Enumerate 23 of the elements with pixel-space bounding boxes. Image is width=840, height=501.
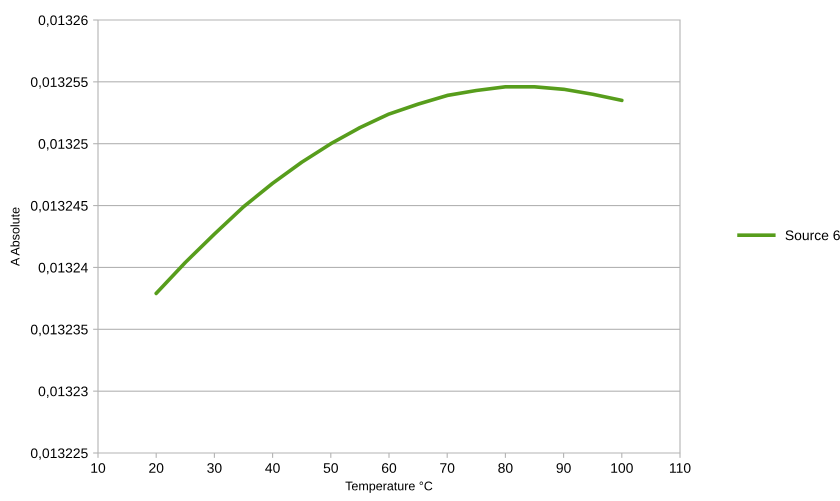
- x-tick-label: 100: [611, 463, 633, 473]
- y-tick-label: 0,013235: [30, 324, 88, 336]
- y-tick-label: 0,01326: [38, 15, 88, 27]
- x-tick-label: 90: [556, 463, 571, 473]
- y-axis-title: A Absolute: [10, 208, 20, 266]
- y-tick-label: 0,013255: [30, 77, 88, 89]
- x-tick-label: 40: [265, 463, 280, 473]
- line-series: [154, 85, 624, 296]
- x-tick-label: 20: [149, 463, 164, 473]
- y-tick-label: 0,01325: [38, 139, 88, 151]
- x-tick-label: 70: [440, 463, 454, 473]
- y-tick-label: 0,013245: [30, 200, 88, 212]
- x-tick-label: 10: [91, 463, 106, 473]
- y-tick-label: 0,01323: [38, 386, 88, 398]
- x-tick-label: 60: [382, 463, 396, 473]
- x-tick-label: 30: [207, 463, 222, 473]
- x-tick-label: 80: [498, 463, 513, 473]
- y-tick-label: 0,01324: [38, 262, 88, 274]
- x-tick-label: 50: [324, 463, 338, 473]
- legend-label: Source 6: [786, 230, 840, 240]
- x-tick-label: 110: [670, 463, 691, 473]
- y-tick-label: 0,013225: [30, 448, 88, 460]
- x-axis-title: Temperature °C: [345, 482, 432, 493]
